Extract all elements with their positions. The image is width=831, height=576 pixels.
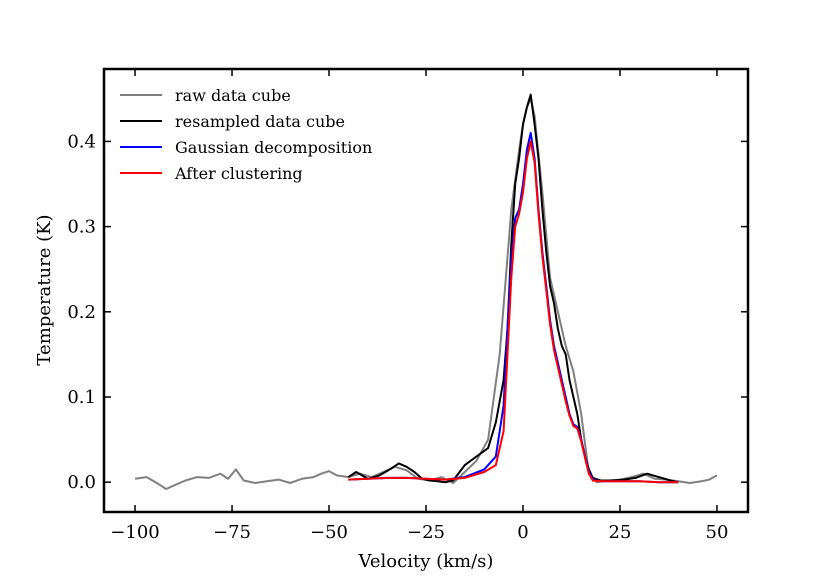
x-tick-label: 25 bbox=[609, 522, 632, 543]
series-line-resampled-data-cube bbox=[347, 93, 679, 484]
x-tick-label: −25 bbox=[407, 522, 445, 543]
series-line-raw-data-cube bbox=[134, 97, 718, 490]
legend-label-raw-data-cube: raw data cube bbox=[175, 86, 291, 105]
legend: raw data cube resampled data cube Gaussian… bbox=[120, 86, 372, 183]
series-layer bbox=[134, 93, 718, 490]
x-tick-label: −75 bbox=[213, 522, 251, 543]
series-line-after-clustering bbox=[348, 140, 679, 484]
x-axis-label: Velocity (km/s) bbox=[358, 551, 494, 572]
y-tick-label: 0.3 bbox=[67, 217, 96, 238]
y-tick-label: 0.4 bbox=[67, 131, 96, 152]
x-tick-label: −100 bbox=[110, 522, 159, 543]
x-tick-label: −50 bbox=[310, 522, 348, 543]
y-axis-label: Temperature (K) bbox=[34, 214, 55, 365]
legend-label-after-clustering: After clustering bbox=[174, 164, 303, 183]
plot-frame bbox=[102, 67, 750, 514]
legend-label-resampled-data-cube: resampled data cube bbox=[175, 112, 345, 131]
legend-label-gaussian-decomposition: Gaussian decomposition bbox=[175, 138, 372, 157]
x-tick-label: 0 bbox=[517, 522, 528, 543]
y-tick-label: 0.0 bbox=[67, 472, 96, 493]
tick-labels-layer: −100 −75 −50 −25 0 25 50 0.0 0.1 0.2 0.3 0.4 bbox=[67, 131, 728, 543]
x-tick-label: 50 bbox=[706, 522, 729, 543]
ticks-layer bbox=[104, 69, 748, 512]
y-tick-label: 0.2 bbox=[67, 302, 96, 323]
series-line-gaussian-decomposition bbox=[348, 131, 679, 484]
y-tick-label: 0.1 bbox=[67, 387, 96, 408]
